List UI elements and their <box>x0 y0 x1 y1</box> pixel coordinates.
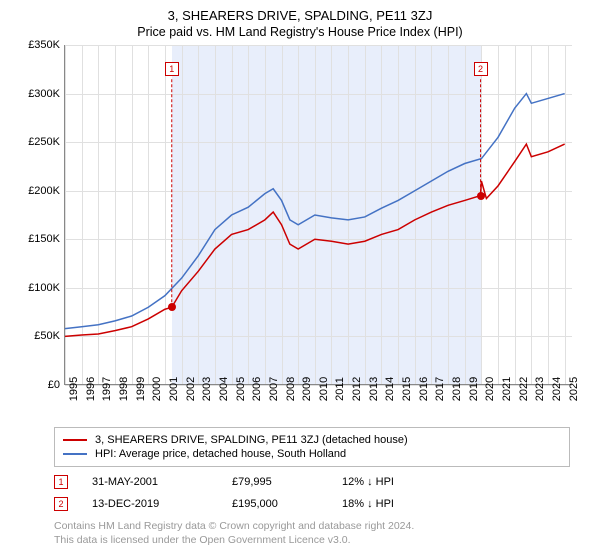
legend-label: HPI: Average price, detached house, Sout… <box>95 448 346 460</box>
x-axis-label: 2014 <box>384 377 396 401</box>
legend-item: HPI: Average price, detached house, Sout… <box>63 448 561 460</box>
series-price_paid <box>65 144 565 336</box>
transaction-marker-2: 2 <box>474 62 488 76</box>
x-axis-label: 2015 <box>401 377 413 401</box>
transaction-marker-1: 1 <box>165 62 179 76</box>
chart-subtitle: Price paid vs. HM Land Registry's House … <box>12 25 588 39</box>
y-axis-label: £100K <box>20 282 60 294</box>
x-axis-label: 2025 <box>568 377 580 401</box>
y-axis-label: £350K <box>20 39 60 51</box>
y-axis-label: £250K <box>20 136 60 148</box>
x-axis-label: 2019 <box>468 377 480 401</box>
transaction-num-box: 1 <box>54 475 68 489</box>
x-axis-label: 2010 <box>318 377 330 401</box>
chart-title: 3, SHEARERS DRIVE, SPALDING, PE11 3ZJ <box>12 8 588 23</box>
x-axis-label: 2008 <box>285 377 297 401</box>
x-axis-label: 2022 <box>518 377 530 401</box>
transaction-row: 2 13-DEC-2019£195,00018% ↓ HPI <box>54 497 570 511</box>
transaction-price: £195,000 <box>232 498 342 510</box>
transaction-date: 13-DEC-2019 <box>92 498 232 510</box>
x-axis-label: 2000 <box>151 377 163 401</box>
x-axis-label: 2004 <box>218 377 230 401</box>
line-series-svg <box>65 45 572 384</box>
legend-swatch <box>63 453 87 455</box>
transaction-row: 1 31-MAY-2001£79,99512% ↓ HPI <box>54 475 570 489</box>
x-axis-label: 2003 <box>201 377 213 401</box>
series-hpi <box>65 94 565 329</box>
x-axis-label: 2017 <box>434 377 446 401</box>
x-axis-label: 1996 <box>85 377 97 401</box>
x-axis-label: 2012 <box>351 377 363 401</box>
x-axis-label: 2007 <box>268 377 280 401</box>
transaction-vs-hpi: 18% ↓ HPI <box>342 498 462 510</box>
y-axis-label: £300K <box>20 88 60 100</box>
transaction-date: 31-MAY-2001 <box>92 476 232 488</box>
x-axis-label: 2024 <box>551 377 563 401</box>
x-axis-label: 2020 <box>484 377 496 401</box>
plot-region: 12 <box>64 45 572 385</box>
y-axis-label: £200K <box>20 185 60 197</box>
transaction-num-box: 2 <box>54 497 68 511</box>
x-axis-label: 1997 <box>101 377 113 401</box>
x-axis-label: 2011 <box>334 377 346 401</box>
footer-line-2: This data is licensed under the Open Gov… <box>54 533 588 547</box>
transaction-vs-hpi: 12% ↓ HPI <box>342 476 462 488</box>
y-axis-label: £50K <box>20 330 60 342</box>
transaction-price: £79,995 <box>232 476 342 488</box>
footer-line-1: Contains HM Land Registry data © Crown c… <box>54 519 588 533</box>
transaction-dot <box>477 192 485 200</box>
x-axis-label: 2005 <box>235 377 247 401</box>
legend-label: 3, SHEARERS DRIVE, SPALDING, PE11 3ZJ (d… <box>95 434 408 446</box>
x-axis-label: 2009 <box>301 377 313 401</box>
x-axis-label: 2016 <box>418 377 430 401</box>
x-axis-label: 2023 <box>534 377 546 401</box>
y-axis-label: £0 <box>20 379 60 391</box>
legend-item: 3, SHEARERS DRIVE, SPALDING, PE11 3ZJ (d… <box>63 434 561 446</box>
x-axis-label: 1995 <box>68 377 80 401</box>
x-axis-label: 1999 <box>135 377 147 401</box>
legend: 3, SHEARERS DRIVE, SPALDING, PE11 3ZJ (d… <box>54 427 570 467</box>
x-axis-label: 2002 <box>185 377 197 401</box>
x-axis-label: 2021 <box>501 377 513 401</box>
x-axis-label: 2018 <box>451 377 463 401</box>
footer-attribution: Contains HM Land Registry data © Crown c… <box>54 519 588 547</box>
x-axis-label: 2001 <box>168 377 180 401</box>
chart-area: 12 £0£50K£100K£150K£200K£250K£300K£350K1… <box>20 45 580 425</box>
x-axis-label: 1998 <box>118 377 130 401</box>
x-axis-label: 2013 <box>368 377 380 401</box>
y-axis-label: £150K <box>20 233 60 245</box>
legend-swatch <box>63 439 87 441</box>
transaction-dot <box>168 303 176 311</box>
x-axis-label: 2006 <box>251 377 263 401</box>
